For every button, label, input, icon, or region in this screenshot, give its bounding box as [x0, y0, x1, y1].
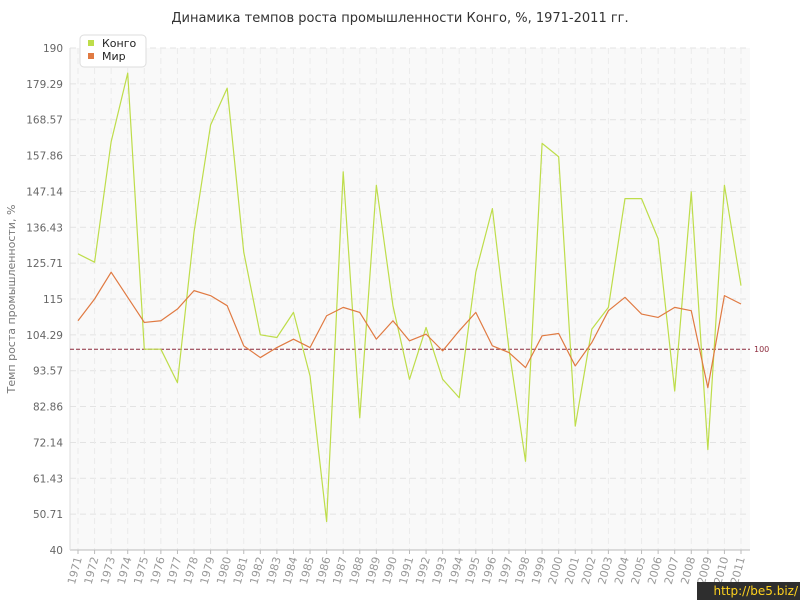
chart-title: Динамика темпов роста промышленности Кон…: [171, 11, 628, 26]
y-tick-label: 50.71: [33, 509, 63, 521]
y-tick-label: 61.43: [33, 473, 63, 485]
y-tick-label: 125.71: [26, 258, 63, 270]
y-tick-label: 179.29: [26, 79, 63, 91]
watermark[interactable]: http://be5.biz/: [697, 582, 800, 600]
y-tick-label: 72.14: [33, 437, 63, 449]
y-tick-label: 82.86: [33, 402, 63, 414]
legend-swatch-kongo: [88, 40, 94, 46]
legend-label-mir[interactable]: Мир: [102, 50, 126, 63]
legend-label-kongo[interactable]: Конго: [102, 37, 137, 50]
series-line-kongo[interactable]: [77, 72, 742, 523]
y-tick-label: 40: [50, 545, 63, 557]
y-tick-label: 147.14: [26, 186, 63, 198]
y-tick-label: 190: [43, 43, 63, 55]
y-tick-label: 136.43: [26, 222, 63, 234]
y-tick-label: 115: [43, 294, 63, 306]
y-tick-label: 157.86: [26, 151, 63, 163]
series-group: [77, 72, 742, 523]
reference-line: 100: [70, 345, 769, 354]
series-line-mir[interactable]: [77, 271, 742, 389]
y-tick-label: 93.57: [33, 366, 63, 378]
y-axis-ticks: 40 50.71 61.43 72.14 82.86 93.57 104.29 115 125.…: [26, 43, 63, 557]
y-tick-label: 168.57: [26, 115, 63, 127]
reference-line-label: 100: [754, 345, 769, 354]
legend-swatch-mir: [88, 53, 94, 59]
legend[interactable]: Конго Мир: [79, 34, 147, 68]
y-axis-label: Темп роста промышленности, %: [5, 205, 18, 395]
x-axis-ticks: 1971197219731974197519761977197819791980…: [65, 550, 748, 586]
legend-box: [79, 34, 147, 68]
y-tick-label: 104.29: [26, 330, 63, 342]
